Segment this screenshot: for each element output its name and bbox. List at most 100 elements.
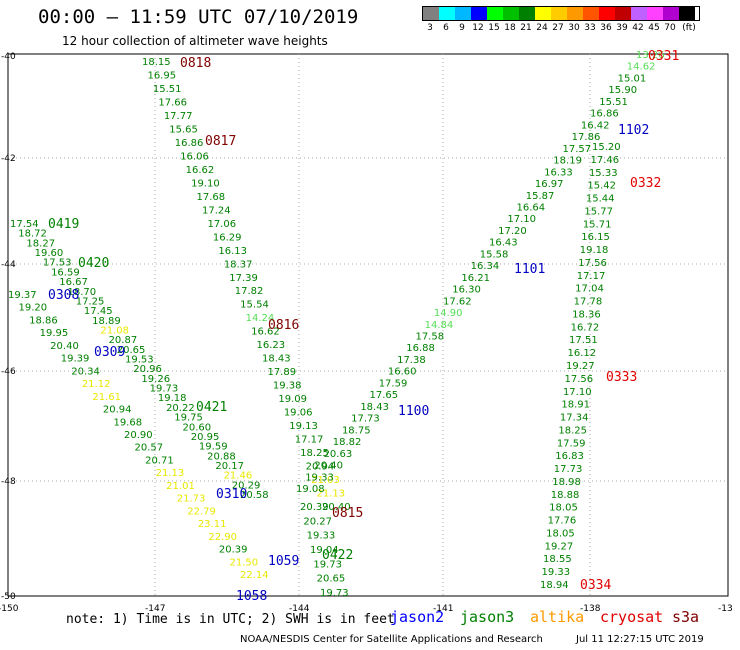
track-value-0419: 18.27	[26, 238, 55, 249]
track-value-0815: 19.04	[310, 545, 339, 556]
track-value-0308: 23.11	[198, 519, 227, 530]
track-value-0308: 20.40	[50, 341, 79, 352]
legend-swatch	[455, 7, 471, 20]
track-value-1100: 16.42	[581, 120, 610, 131]
track-value-1100: 17.10	[507, 214, 536, 225]
pass-label: 0419	[48, 217, 79, 232]
legend-label: 15	[488, 23, 500, 33]
track-value-0818: 21.13	[317, 489, 346, 500]
legend-swatch	[615, 7, 631, 20]
color-scale-labels: 3 6 9 12 15 18 21 24 27 30 33 36 39 42 45 70 (ft)	[422, 23, 700, 33]
track-value-0419: 16.67	[59, 277, 88, 288]
track-value-0331: 17.59	[557, 438, 586, 449]
x-tick-label: -147	[145, 604, 165, 614]
track-value-1100: 18.75	[342, 425, 371, 436]
track-value-0818: 17.66	[158, 97, 187, 108]
track-value-1100: 16.43	[489, 238, 518, 249]
track-value-0308: 20.94	[103, 405, 132, 416]
legend-swatch	[535, 7, 551, 20]
track-value-1100: 16.64	[517, 202, 546, 213]
track-value-0419: 18.72	[18, 229, 47, 240]
track-value-0419: 19.18	[158, 393, 187, 404]
track-value-0818: 16.06	[180, 151, 209, 162]
track-value-0419: 19.59	[199, 442, 228, 453]
legend-swatch	[487, 7, 503, 20]
track-value-0308: 21.01	[166, 481, 195, 492]
track-value-0331: 17.17	[577, 271, 606, 282]
track-value-0331: 18.05	[546, 528, 575, 539]
legend-label: 70	[664, 23, 676, 33]
legend-label: (ft)	[682, 23, 696, 33]
track-value-0331: 19.33	[542, 567, 571, 578]
track-value-0419: 21.46	[224, 471, 253, 482]
track-value-0308: 21.12	[82, 379, 111, 390]
track-value-0818: 16.13	[218, 246, 247, 257]
track-value-1100: 14.62	[627, 62, 656, 73]
legend-swatch	[471, 7, 487, 20]
track-value-0419: 20.87	[109, 335, 138, 346]
track-value-1100: 16.86	[590, 109, 619, 120]
track-value-1100: 19.33	[305, 472, 334, 483]
track-value-1100: 17.62	[443, 296, 472, 307]
legend-label: 27	[552, 23, 564, 33]
pass-label: 0420	[78, 256, 109, 271]
pass-label: 0332	[630, 176, 661, 191]
legend-label: 18	[504, 23, 516, 33]
track-value-0818: 15.51	[153, 84, 182, 95]
pass-label: 0334	[580, 578, 611, 593]
track-value-1100: 17.20	[498, 226, 527, 237]
track-value-0419: 17.25	[76, 296, 105, 307]
track-value-0419: 20.17	[215, 461, 244, 472]
track-value-1100: 17.38	[397, 355, 426, 366]
track-value-1100: 18.19	[553, 156, 582, 167]
track-value-0419: 18.89	[92, 316, 121, 327]
legend-swatch	[583, 7, 599, 20]
track-value-0818: 17.24	[202, 205, 231, 216]
track-value-0818: 15.54	[240, 300, 269, 311]
track-value-0331: 17.73	[554, 464, 583, 475]
track-value-0818: 19.06	[284, 408, 313, 419]
track-value-0308: 19.68	[113, 417, 142, 428]
track-value-0818: 16.23	[257, 340, 286, 351]
track-value-0419: 20.58	[240, 490, 269, 501]
track-value-0331: 18.36	[572, 309, 601, 320]
track-value-0331: 15.77	[584, 206, 613, 217]
satellite-legend-item: jason3	[460, 608, 515, 626]
track-value-0419: 19.53	[125, 355, 154, 366]
track-value-0331: 18.91	[561, 400, 590, 411]
track-value-0815: 20.39	[300, 502, 329, 513]
track-value-0308: 19.20	[19, 303, 48, 314]
track-value-1100: 16.60	[388, 367, 417, 378]
track-value-1100: 15.58	[480, 249, 509, 260]
track-value-1100: 19.08	[296, 484, 325, 495]
track-value-1100: 14.90	[434, 308, 463, 319]
track-value-1100: 18.82	[333, 437, 362, 448]
track-value-0818: 16.95	[147, 70, 176, 81]
page-subtitle: 12 hour collection of altimeter wave hei…	[62, 34, 328, 48]
track-value-0331: 17.78	[574, 297, 603, 308]
track-value-1100: 15.87	[526, 191, 555, 202]
pass-label: 1101	[514, 262, 545, 277]
y-tick-label: -40	[1, 52, 16, 62]
track-value-0815: 19.33	[307, 531, 336, 542]
track-value-0308: 22.14	[240, 570, 269, 581]
track-value-0818: 17.89	[267, 367, 296, 378]
legend-label: 36	[600, 23, 612, 33]
pass-label: 1102	[618, 123, 649, 138]
legend-label: 21	[520, 23, 532, 33]
track-value-0308: 22.90	[208, 532, 237, 543]
track-value-1100: 13.26	[636, 50, 665, 61]
track-value-0331: 16.12	[568, 348, 597, 359]
track-value-0818: 17.06	[207, 219, 236, 230]
track-value-0331: 18.55	[543, 554, 572, 565]
track-value-0818: 21.03	[311, 475, 340, 486]
legend-label: 30	[568, 23, 580, 33]
track-value-0331: 15.44	[586, 194, 615, 205]
pass-label: 1059	[268, 554, 299, 569]
track-value-0308: 18.86	[29, 315, 58, 326]
track-value-0818: 18.43	[262, 354, 291, 365]
track-value-1100: 17.86	[572, 132, 601, 143]
legend-swatch	[679, 7, 695, 20]
track-value-0308: 21.61	[92, 392, 121, 403]
